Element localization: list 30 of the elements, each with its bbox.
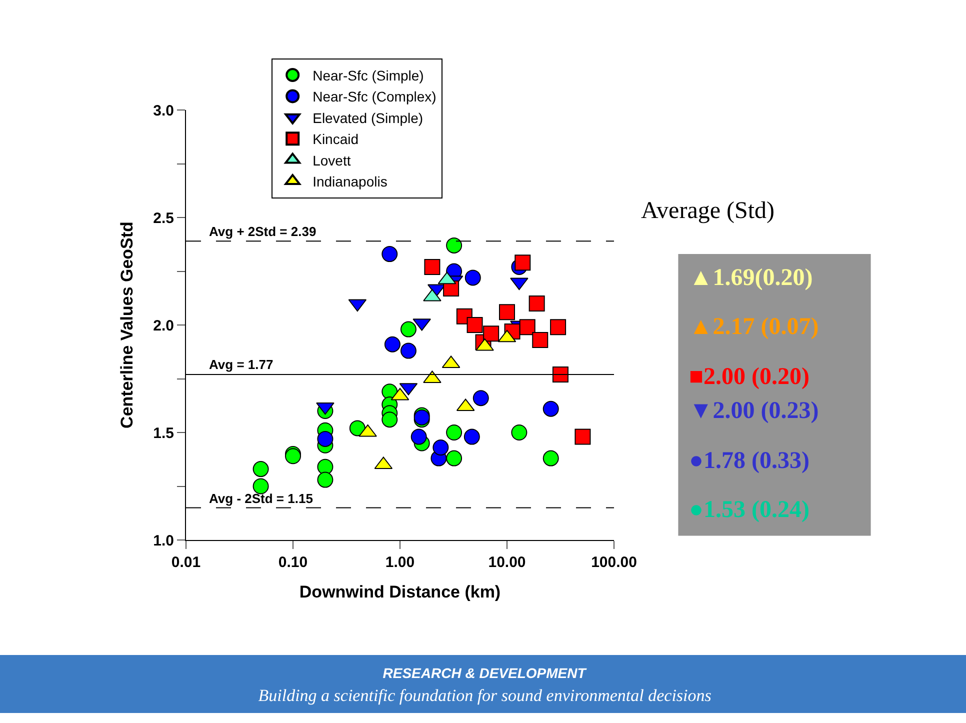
text: ▲1.69(0.20) xyxy=(689,265,813,291)
legend-label: Near-Sfc (Complex) xyxy=(312,88,436,105)
x-tick-label: 0.01 xyxy=(171,554,201,571)
y-tick-label: 3.0 xyxy=(153,102,174,120)
x-tick-label: 0.10 xyxy=(278,554,308,571)
legend-label: Indianapolis xyxy=(312,173,388,190)
text: Building a scientific foundation for sound environmental decisions xyxy=(258,686,712,705)
text: ▼2.00 (0.23) xyxy=(689,398,819,424)
x-tick-label: 100.00 xyxy=(591,554,637,571)
x-axis-title: Downwind Distance (km) xyxy=(299,582,501,602)
y-tick-label: 1.5 xyxy=(153,424,174,442)
text: ●1.78 (0.33) xyxy=(689,448,810,474)
text: Average (Std) xyxy=(641,198,774,224)
legend-label: Near-Sfc (Simple) xyxy=(312,67,424,84)
legend-label: Kincaid xyxy=(312,131,359,148)
x-tick-label: 10.00 xyxy=(488,554,526,571)
y-tick-label: 1.0 xyxy=(153,532,174,550)
y-tick-label: 2.0 xyxy=(153,317,174,334)
text: ●1.53 (0.24) xyxy=(689,497,810,523)
text: ■2.00 (0.20) xyxy=(689,364,810,390)
legend-label: Lovett xyxy=(312,152,351,168)
ref-line-label: Avg - 2Std = 1.15 xyxy=(209,491,313,506)
y-tick-label: 2.5 xyxy=(153,210,174,227)
x-tick-label: 1.00 xyxy=(385,554,415,571)
ref-line-label: Avg = 1.77 xyxy=(209,357,274,372)
ref-line-label: Avg + 2Std = 2.39 xyxy=(209,224,316,239)
text: RESEARCH & DEVELOPMENT xyxy=(382,665,588,681)
y-axis-title: Centerline Values GeoStd xyxy=(118,222,137,428)
text: ▲2.17 (0.07) xyxy=(689,314,819,340)
legend-label: Elevated (Simple) xyxy=(312,110,424,126)
